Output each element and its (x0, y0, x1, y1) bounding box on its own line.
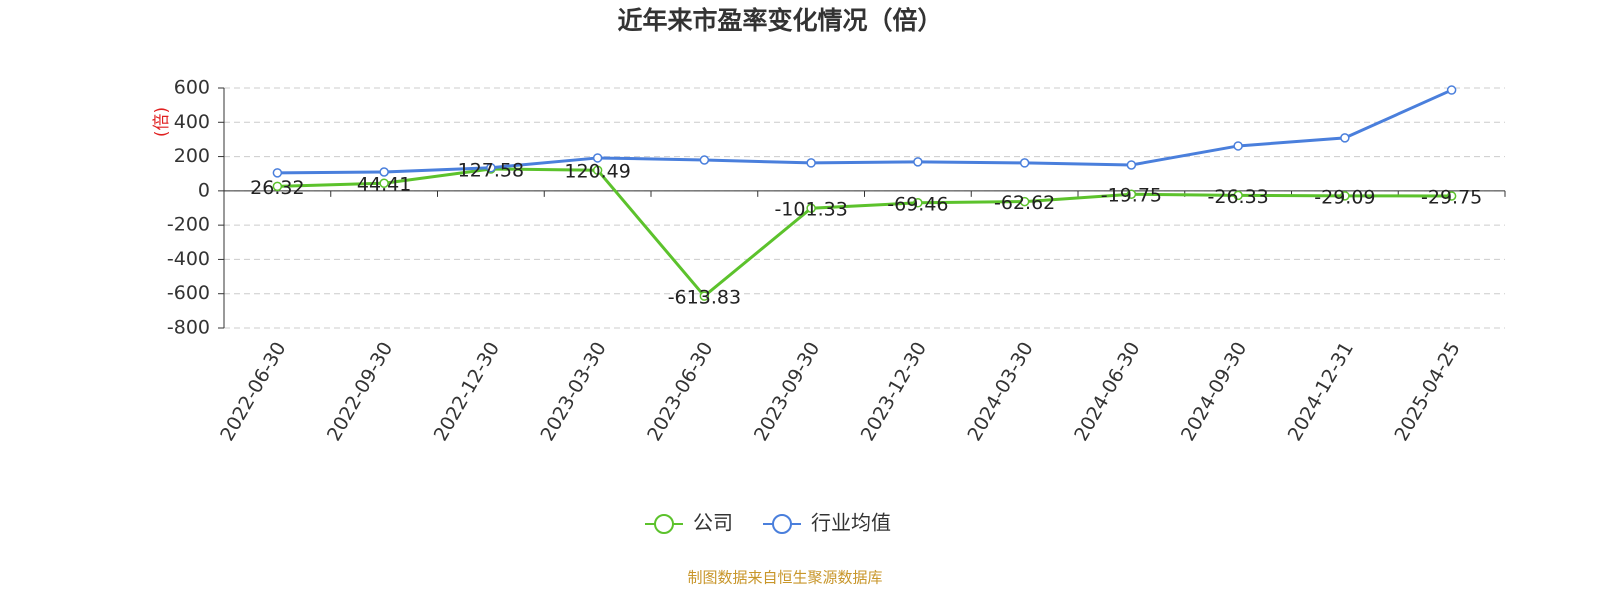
data-label: -19.75 (1101, 185, 1162, 207)
legend-marker (654, 514, 674, 534)
data-point (1340, 133, 1350, 143)
data-label: -29.09 (1314, 186, 1375, 208)
data-label: 120.49 (564, 161, 630, 183)
data-label: 44.41 (357, 174, 411, 196)
series-line (277, 167, 1452, 299)
data-label: -69.46 (887, 193, 948, 215)
data-point (806, 158, 816, 168)
data-point (1446, 85, 1457, 95)
x-tick-label: 2022-06-30 (216, 338, 290, 445)
data-point (699, 155, 710, 165)
data-point (806, 203, 816, 213)
chart-title: 近年来市盈率变化情况（倍） (617, 6, 942, 35)
data-label: -29.75 (1421, 186, 1482, 208)
data-point (272, 181, 283, 192)
y-tick-label: -200 (167, 214, 210, 236)
legend-label: 行业均值 (811, 511, 891, 535)
y-tick-label: 400 (174, 111, 210, 133)
y-tick-label: -800 (167, 317, 210, 339)
x-tick-label: 2024-09-30 (1177, 338, 1251, 445)
x-tick-label: 2022-12-30 (430, 338, 504, 445)
data-label: -101.33 (774, 199, 847, 221)
legend-marker (772, 514, 792, 534)
data-point (272, 168, 283, 178)
data-point (913, 198, 923, 208)
legend-label: 公司 (693, 511, 733, 535)
data-point (1340, 191, 1350, 201)
x-tick-label: 2022-09-30 (323, 338, 397, 445)
source-note: 制图数据来自恒生聚源数据库 (687, 569, 882, 587)
y-tick-label: 600 (174, 77, 210, 99)
data-point (1019, 196, 1030, 207)
data-point (592, 165, 603, 175)
series-line (277, 88, 1453, 175)
data-point (592, 153, 603, 163)
data-point (1446, 191, 1457, 201)
data-label: -62.62 (994, 192, 1055, 214)
data-point (486, 162, 496, 173)
x-tick-label: 2024-03-30 (963, 338, 1037, 445)
data-point (1126, 160, 1137, 170)
y-tick-label: 0 (198, 179, 210, 201)
data-point (1233, 141, 1243, 151)
data-point (913, 157, 923, 167)
x-tick-label: 2025-04-25 (1390, 338, 1464, 445)
data-point (1126, 189, 1137, 199)
data-label: -26.33 (1208, 186, 1269, 208)
x-tick-label: 2023-03-30 (536, 338, 610, 445)
data-point (699, 291, 710, 301)
y-axis-label: (倍) (152, 107, 172, 137)
x-tick-label: 2023-12-30 (857, 338, 931, 445)
data-point (1233, 190, 1243, 201)
x-tick-label: 2023-09-30 (750, 338, 824, 445)
x-tick-label: 2023-06-30 (643, 338, 717, 445)
data-label: -613.83 (668, 287, 741, 309)
data-label: 127.58 (458, 159, 524, 181)
y-tick-label: -600 (167, 282, 210, 304)
x-tick-label: 2024-06-30 (1070, 338, 1144, 445)
data-label: 26.32 (250, 177, 304, 199)
data-point (379, 167, 389, 177)
y-tick-label: 200 (174, 145, 210, 167)
y-tick-label: -400 (167, 248, 210, 270)
data-point (1019, 158, 1030, 168)
data-point (379, 178, 389, 188)
x-tick-label: 2024-12-31 (1284, 338, 1358, 445)
